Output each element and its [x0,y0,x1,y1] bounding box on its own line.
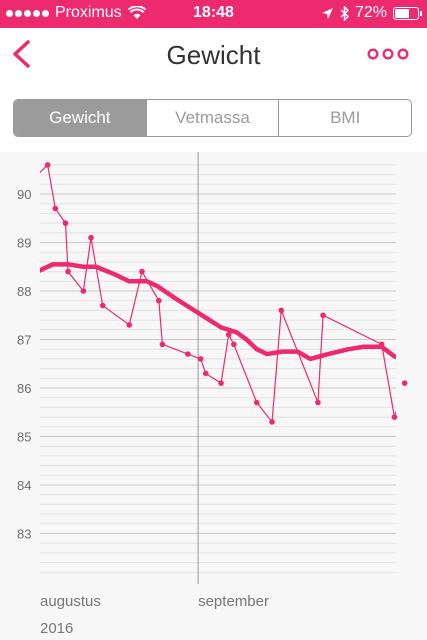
segmented-control: Gewicht Vetmassa BMI [13,99,412,137]
chart-svg: 83 84 85 86 87 88 89 90 augustus 2016 september [17,152,408,637]
data-point [231,341,237,348]
data-point [253,399,260,406]
segment-bmi[interactable]: BMI [278,100,411,136]
data-point [88,234,94,241]
data-point [378,341,385,348]
carrier-label: Proximus [55,4,122,21]
data-point [126,322,133,328]
page-title: Gewicht [166,40,261,70]
x-axis-label: augustus [40,593,101,610]
navigation-bar: Gewicht [0,28,427,80]
data-point [278,307,285,314]
y-tick-label: 90 [17,187,31,202]
measurement-points [44,162,408,425]
data-point [202,370,209,377]
battery-icon [393,6,422,20]
data-point [52,205,59,212]
battery-percent: 72% [354,4,387,21]
location-arrow-icon [321,7,333,19]
status-left: Proximus [6,4,146,22]
segment-gewicht[interactable]: Gewicht [14,100,146,136]
y-tick-label: 84 [17,478,31,493]
data-point [139,268,145,275]
data-point [156,297,162,304]
more-button[interactable] [367,46,409,62]
segment-vetmassa[interactable]: Vetmassa [145,100,279,136]
data-point [185,351,191,357]
data-point [197,356,204,362]
weight-chart[interactable]: 83 84 85 86 87 88 89 90 augustus 2016 september [0,152,427,640]
y-tick-label: 88 [17,284,31,299]
signal-strength-icon [6,9,49,17]
grid-major: 83 84 85 86 87 88 89 90 [17,187,396,542]
data-point [80,288,87,294]
data-point [159,341,166,348]
data-point [44,162,51,168]
data-point [99,302,106,309]
trend-line [40,262,396,362]
x-axis-label: september [198,593,269,610]
y-tick-label: 85 [17,430,31,445]
chevron-left-icon [13,40,30,68]
more-dots-icon [367,48,409,60]
data-point [401,380,408,386]
bluetooth-icon [340,5,349,21]
data-point [218,380,224,386]
data-point [315,399,321,406]
data-point [391,414,398,420]
data-point [65,268,71,275]
y-tick-label: 83 [17,527,31,542]
back-button[interactable] [8,36,38,72]
y-tick-label: 87 [17,333,31,348]
data-point [320,312,326,319]
status-time: 18:48 [193,4,234,21]
measurement-line [40,163,396,424]
data-point [225,331,232,338]
x-axis-sublabel: 2016 [40,620,73,637]
data-point [269,419,275,425]
data-point [62,220,69,226]
y-tick-label: 89 [17,236,31,251]
grid-minor [40,164,396,573]
wifi-icon [127,6,146,19]
y-tick-label: 86 [17,381,31,396]
status-bar: Proximus 18:48 72% [0,0,427,28]
status-right: 72% [321,4,422,22]
